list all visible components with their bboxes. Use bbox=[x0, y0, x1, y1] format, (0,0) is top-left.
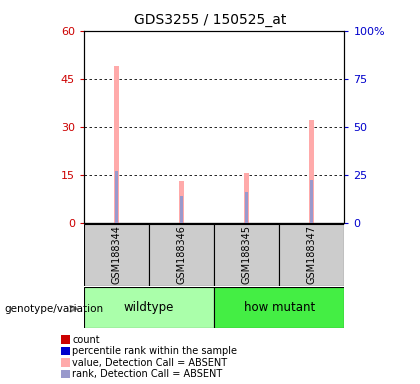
Bar bbox=[84, 224, 149, 286]
Text: count: count bbox=[72, 335, 100, 345]
Bar bbox=[244, 173, 249, 223]
Text: GSM188346: GSM188346 bbox=[177, 225, 186, 285]
Text: GSM188344: GSM188344 bbox=[112, 225, 121, 285]
Text: GDS3255 / 150525_at: GDS3255 / 150525_at bbox=[134, 13, 286, 27]
Bar bbox=[115, 171, 118, 223]
Text: wildtype: wildtype bbox=[124, 301, 174, 314]
Bar bbox=[114, 66, 119, 223]
Bar bbox=[214, 224, 279, 286]
Bar bbox=[149, 224, 214, 286]
Text: rank, Detection Call = ABSENT: rank, Detection Call = ABSENT bbox=[72, 369, 223, 379]
Bar bbox=[245, 192, 248, 223]
Text: GSM188345: GSM188345 bbox=[242, 225, 252, 285]
Text: genotype/variation: genotype/variation bbox=[4, 304, 103, 314]
Bar bbox=[310, 180, 313, 223]
Text: GSM188347: GSM188347 bbox=[307, 225, 317, 285]
Bar bbox=[179, 181, 184, 223]
Bar bbox=[84, 287, 214, 328]
Text: value, Detection Call = ABSENT: value, Detection Call = ABSENT bbox=[72, 358, 227, 368]
Bar bbox=[309, 120, 315, 223]
Bar bbox=[279, 224, 344, 286]
Bar bbox=[214, 287, 344, 328]
Bar bbox=[180, 196, 183, 223]
Text: how mutant: how mutant bbox=[244, 301, 315, 314]
Text: percentile rank within the sample: percentile rank within the sample bbox=[72, 346, 237, 356]
